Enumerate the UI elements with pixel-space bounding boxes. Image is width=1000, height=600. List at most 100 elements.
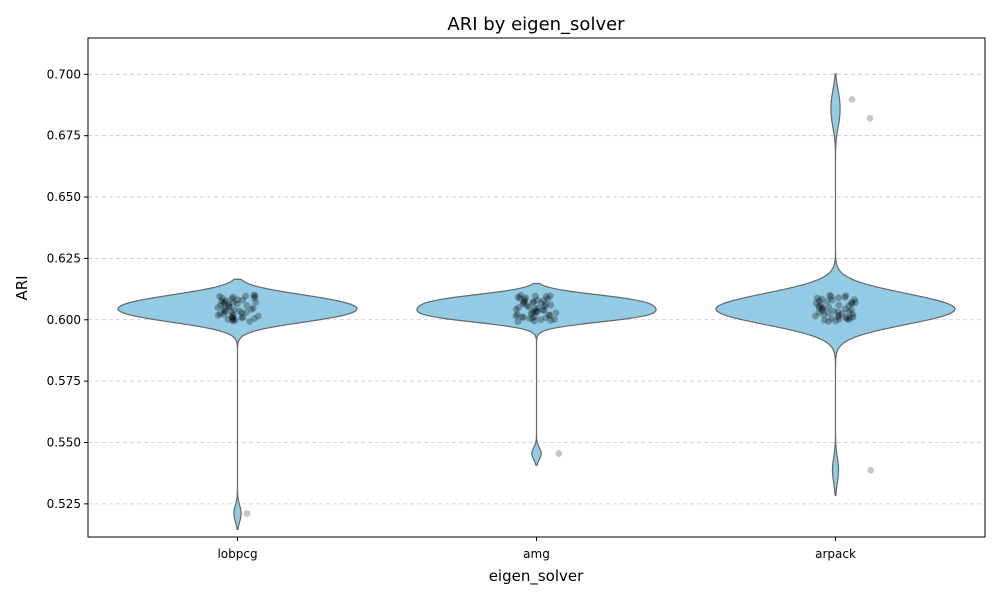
x-axis-ticks: lobpcg amg arpack xyxy=(217,537,856,561)
data-point xyxy=(835,315,843,323)
data-point xyxy=(827,293,835,300)
data-point xyxy=(848,306,855,314)
x-axis-label: eigen_solver xyxy=(489,567,584,586)
x-tick-label-lobpcg: lobpcg xyxy=(217,547,257,561)
y-axis-label: ARI xyxy=(13,275,31,300)
data-point xyxy=(222,308,229,316)
data-point xyxy=(216,310,224,318)
data-point xyxy=(848,298,856,306)
data-point xyxy=(231,316,239,324)
data-point xyxy=(218,294,226,302)
x-tick-label-amg: amg xyxy=(523,547,550,561)
data-point xyxy=(830,307,838,315)
y-tick-label: 0.600 xyxy=(47,313,81,327)
data-point xyxy=(848,95,856,103)
data-point xyxy=(522,294,529,302)
data-point xyxy=(520,313,527,321)
data-point xyxy=(242,309,250,316)
data-point xyxy=(239,313,247,321)
data-point xyxy=(546,311,554,319)
data-point xyxy=(243,302,251,309)
data-point xyxy=(542,301,550,308)
data-point xyxy=(515,304,523,311)
violin-lobpcg xyxy=(117,278,358,531)
data-point xyxy=(547,301,555,309)
data-point xyxy=(519,299,527,306)
x-tick-label-arpack: arpack xyxy=(815,547,856,561)
data-point xyxy=(851,299,859,306)
data-point xyxy=(526,315,533,322)
data-point xyxy=(224,301,232,308)
data-point xyxy=(533,308,541,316)
data-points xyxy=(214,95,875,517)
data-point xyxy=(229,293,237,301)
data-point xyxy=(530,298,538,306)
y-tick-label: 0.675 xyxy=(47,129,81,143)
y-tick-label: 0.525 xyxy=(47,497,81,511)
data-point xyxy=(823,297,831,305)
data-point xyxy=(867,466,875,474)
data-point xyxy=(819,304,827,312)
data-point xyxy=(251,292,259,300)
chart-title: ARI by eigen_solver xyxy=(447,14,625,35)
data-point xyxy=(546,311,553,319)
data-point xyxy=(218,297,226,305)
data-point xyxy=(842,292,850,300)
data-point xyxy=(517,291,525,299)
data-point xyxy=(828,314,835,322)
data-point xyxy=(818,295,826,303)
data-point xyxy=(216,293,223,300)
y-tick-label: 0.550 xyxy=(47,436,81,450)
data-point xyxy=(229,311,237,319)
data-point xyxy=(555,450,563,457)
data-point xyxy=(529,298,537,306)
data-point xyxy=(531,292,539,300)
data-point xyxy=(817,301,825,308)
data-point xyxy=(214,304,222,311)
data-point xyxy=(841,293,849,301)
data-point xyxy=(541,302,549,310)
data-point xyxy=(820,311,828,319)
data-point xyxy=(828,296,836,304)
data-point xyxy=(832,317,840,325)
data-point xyxy=(540,297,548,305)
data-point xyxy=(824,309,832,317)
data-point xyxy=(220,310,228,318)
data-point xyxy=(228,313,236,321)
data-point xyxy=(542,293,550,300)
data-point xyxy=(516,294,524,302)
data-point xyxy=(846,314,854,322)
data-point xyxy=(838,310,846,318)
data-point xyxy=(249,304,257,312)
data-point xyxy=(534,304,542,312)
data-point xyxy=(242,292,249,300)
data-point xyxy=(234,296,241,304)
data-point xyxy=(529,314,536,322)
data-point xyxy=(815,297,823,305)
y-axis-ticks: 0.525 0.550 0.575 0.600 0.625 0.650 0.675 0.700 xyxy=(47,67,88,511)
data-point xyxy=(547,316,555,324)
data-point xyxy=(851,296,858,304)
violins xyxy=(117,73,956,531)
data-point xyxy=(229,314,237,322)
data-point xyxy=(845,308,853,316)
data-point xyxy=(533,307,541,315)
data-point xyxy=(842,313,850,321)
data-point xyxy=(220,298,228,306)
data-point xyxy=(227,308,235,316)
data-point xyxy=(542,314,550,322)
data-point xyxy=(537,299,545,307)
data-point xyxy=(816,304,824,311)
data-point xyxy=(845,302,853,309)
data-point xyxy=(540,307,548,314)
data-point xyxy=(835,311,843,319)
y-tick-label: 0.575 xyxy=(47,374,81,388)
data-point xyxy=(812,312,819,320)
data-point xyxy=(815,302,823,310)
data-point xyxy=(246,318,253,325)
data-point xyxy=(512,306,520,313)
data-point xyxy=(512,312,520,320)
data-point xyxy=(544,295,552,303)
data-point xyxy=(239,296,247,304)
data-point xyxy=(233,300,241,308)
